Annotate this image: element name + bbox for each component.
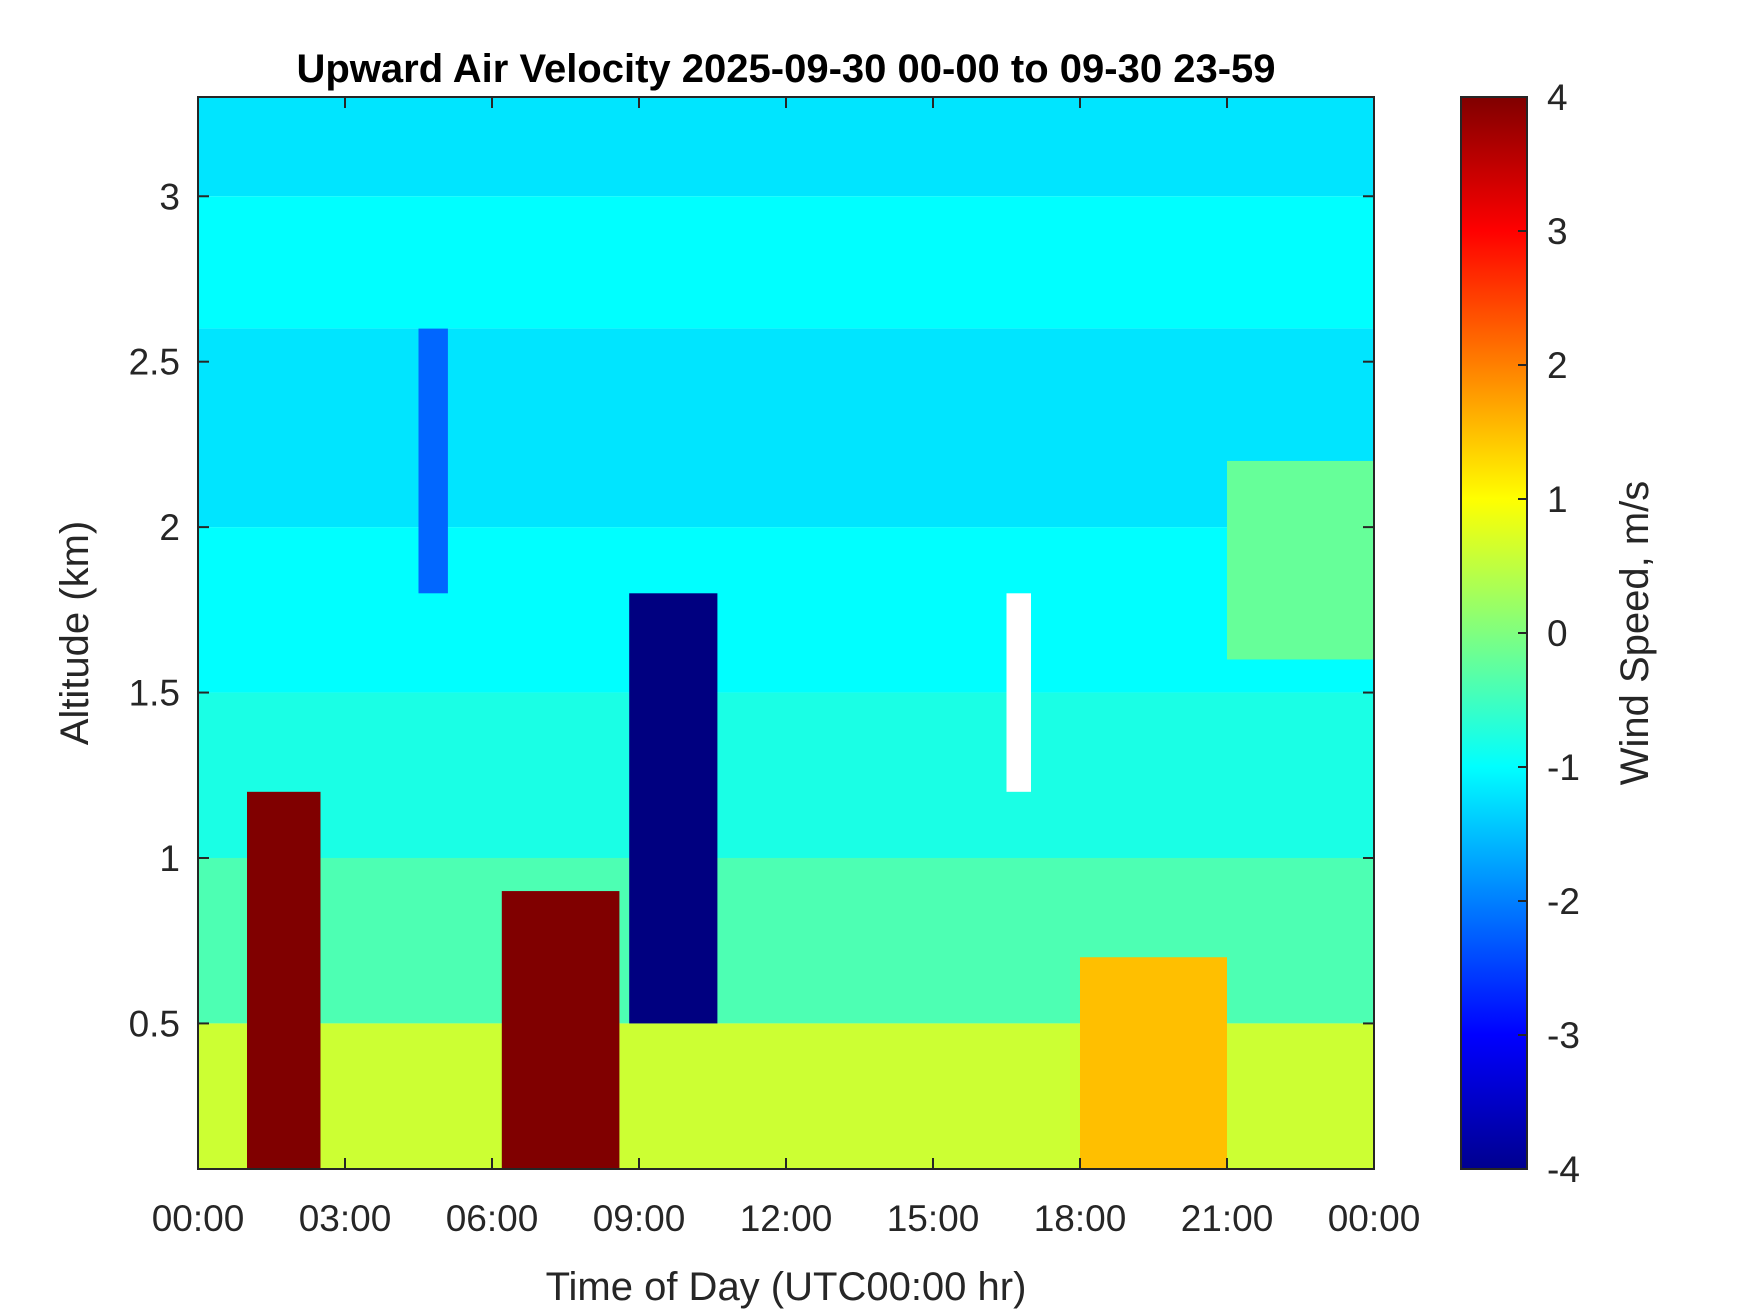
y-tick-label-5: 3: [159, 176, 180, 217]
chart-title: Upward Air Velocity 2025-09-30 00-00 to …: [296, 47, 1275, 91]
colorbar-tick-label-6: -2: [1547, 881, 1580, 922]
heatmap-region-3: [198, 527, 1374, 693]
x-tick-label-2: 06:00: [446, 1198, 539, 1239]
x-tick-label-1: 03:00: [299, 1198, 392, 1239]
heatmap-region-13: [1227, 460, 1374, 660]
colorbar-tick-label-5: -1: [1547, 747, 1580, 788]
y-axis: 0.5 1 1.5 2 2.5 3: [129, 176, 1374, 1044]
colorbar-tick-label-2: 2: [1547, 345, 1568, 386]
y-tick-label-3: 2: [159, 507, 180, 548]
heatmap-region-12: [1080, 957, 1227, 1169]
heatmap-region-7: [247, 791, 321, 1169]
x-axis-label: Time of Day (UTC00:00 hr): [546, 1265, 1027, 1309]
colorbar-axis: 4 3 2 1 0 -1 -2 -3 -4: [1518, 77, 1580, 1190]
y-axis-label: Altitude (km): [53, 521, 97, 746]
colorbar-label: Wind Speed, m/s: [1613, 481, 1657, 786]
heatmap-region-2: [198, 328, 1374, 528]
heatmap-region-10: [418, 328, 448, 594]
x-tick-label-0: 00:00: [152, 1198, 245, 1239]
heatmap-region-8: [501, 891, 620, 1169]
heatmap-region-1: [198, 196, 1374, 329]
x-tick-label-5: 15:00: [887, 1198, 980, 1239]
colorbar-tick-label-1: 3: [1547, 211, 1568, 252]
colorbar-tick-label-3: 1: [1547, 479, 1568, 520]
x-axis: 00:00 03:00 06:00 09:00 12:00 15:00 18:00 21:00…: [152, 97, 1421, 1239]
x-tick-label-8: 00:00: [1328, 1198, 1421, 1239]
colorbar: [1460, 96, 1528, 1170]
heatmap-region-9: [629, 593, 718, 1024]
colorbar-tick-label-4: 0: [1547, 613, 1568, 654]
y-tick-label-0: 0.5: [129, 1003, 180, 1044]
heatmap-region-11: [1006, 593, 1031, 792]
colorbar-tick-label-7: -3: [1547, 1015, 1580, 1056]
x-tick-label-4: 12:00: [740, 1198, 833, 1239]
colorbar-tick-label-8: -4: [1547, 1149, 1580, 1190]
y-tick-label-1: 1: [159, 838, 180, 879]
x-tick-label-6: 18:00: [1034, 1198, 1127, 1239]
y-tick-label-4: 2.5: [129, 342, 180, 383]
y-tick-label-2: 1.5: [129, 673, 180, 714]
colorbar-tick-label-0: 4: [1547, 77, 1568, 118]
heatmap-region-0: [198, 97, 1374, 197]
heatmap-cells: [198, 97, 1374, 1169]
heatmap-region-4: [198, 692, 1374, 858]
x-tick-label-7: 21:00: [1181, 1198, 1274, 1239]
x-tick-label-3: 09:00: [593, 1198, 686, 1239]
